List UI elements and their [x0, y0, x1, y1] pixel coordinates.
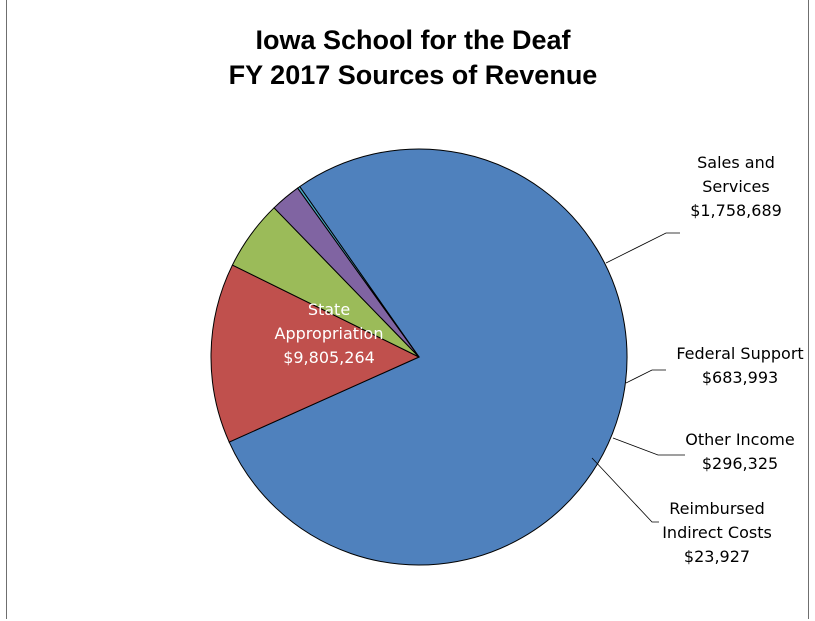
leader-lines [591, 232, 685, 523]
slice-value-label-4: $23,927 [684, 547, 750, 566]
pie-chart: Iowa School for the Deaf FY 2017 Sources… [210, 25, 804, 566]
slice-name-label-0: State [308, 300, 350, 319]
slice-name-label-1: Services [702, 177, 769, 196]
slice-name-label-1: Sales and [697, 153, 775, 172]
slice-name-label-0: Appropriation [275, 324, 384, 343]
leader-line-4 [591, 457, 659, 523]
chart-subtitle: FY 2017 Sources of Revenue [229, 60, 598, 90]
leader-line-2 [625, 369, 666, 384]
pie-slice-0 [228, 148, 628, 566]
pie-slice-1 [210, 264, 421, 443]
leader-line-3 [612, 437, 685, 456]
slice-name-label-4: Reimbursed [669, 499, 764, 518]
slice-value-label-2: $683,993 [702, 368, 778, 387]
slice-name-label-3: Other Income [685, 430, 794, 449]
slice-value-label-3: $296,325 [702, 454, 778, 473]
slice-name-label-2: Federal Support [676, 344, 803, 363]
slice-value-label-1: $1,758,689 [690, 201, 782, 220]
leader-line-1 [605, 232, 680, 264]
chart-frame: Iowa School for the Deaf FY 2017 Sources… [6, 0, 809, 619]
slice-name-label-4: Indirect Costs [662, 523, 772, 542]
pie-slices [210, 148, 628, 566]
slice-labels: State Appropriation $9,805,264 Sales and Ser… [275, 153, 804, 566]
slice-value-label-0: $9,805,264 [283, 348, 375, 367]
chart-title: Iowa School for the Deaf [255, 25, 571, 55]
pie-slice-4 [296, 185, 420, 358]
